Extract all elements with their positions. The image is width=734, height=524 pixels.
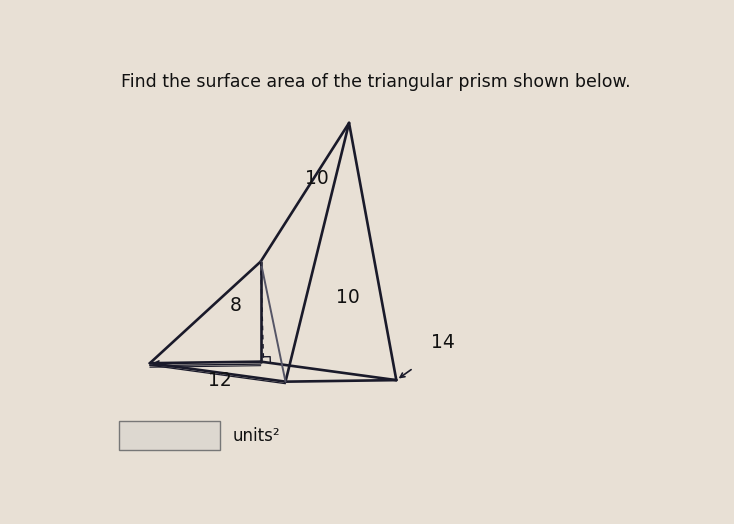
Text: Find the surface area of the triangular prism shown below.: Find the surface area of the triangular … (121, 73, 631, 91)
Text: 10: 10 (335, 288, 360, 307)
Text: 8: 8 (230, 296, 241, 315)
Text: 12: 12 (208, 372, 231, 390)
Text: 14: 14 (431, 333, 455, 352)
Bar (119, 421, 219, 450)
Text: units²: units² (233, 427, 280, 444)
Text: 10: 10 (305, 169, 328, 188)
